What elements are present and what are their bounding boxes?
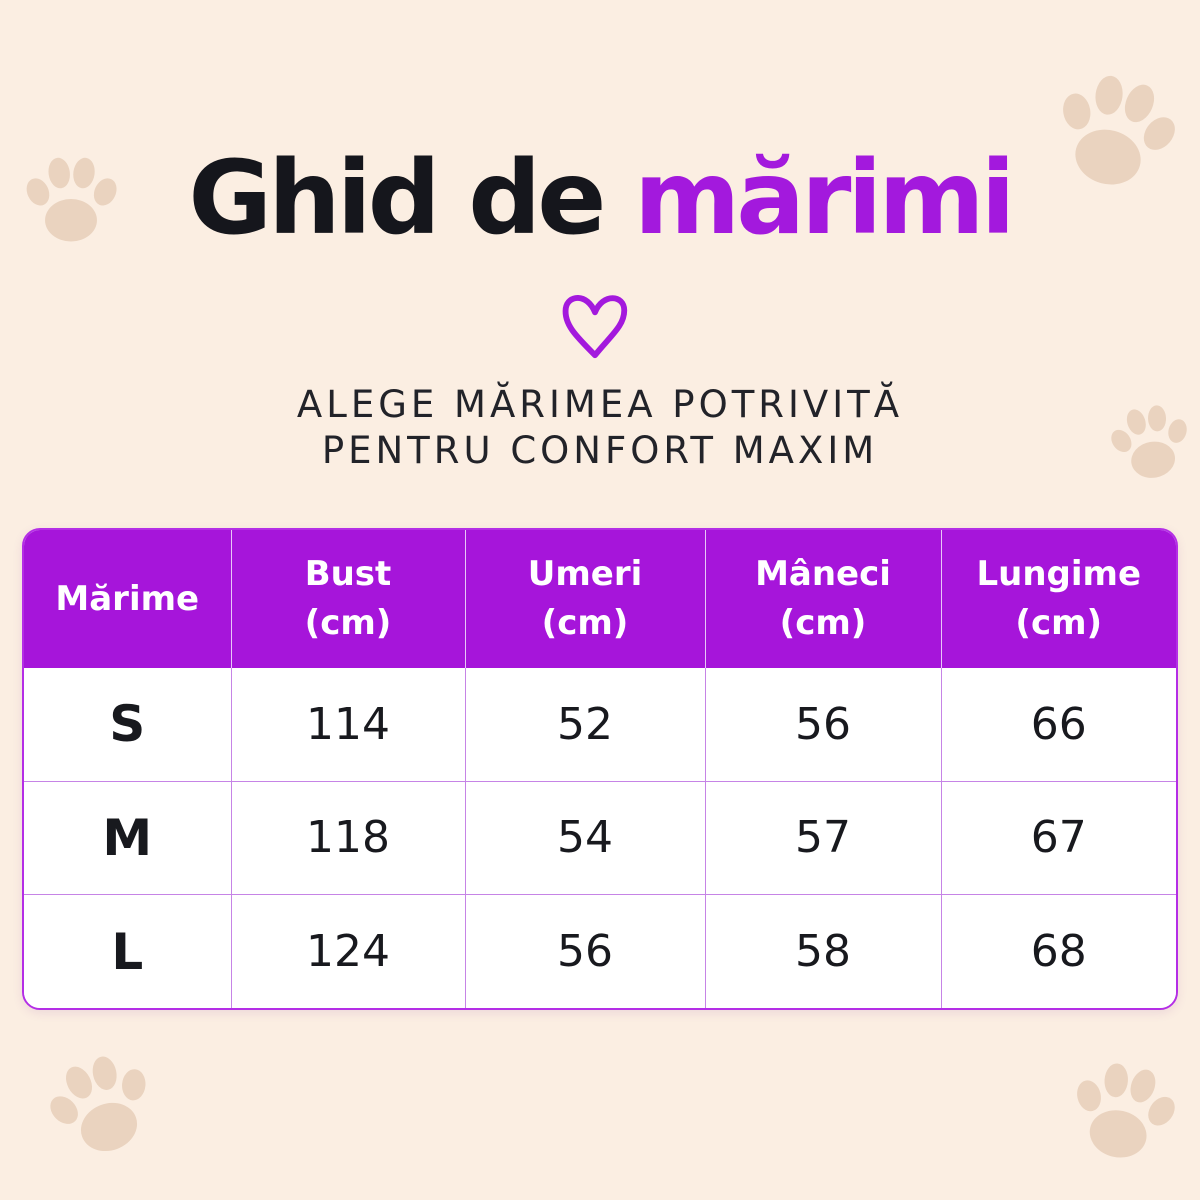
table-row: S 114 52 56 66 [24,668,1176,782]
page-title: Ghid de mărimi [0,148,1200,250]
title-part-accent: mărimi [633,139,1016,258]
sleeves-cell: 58 [704,894,941,1008]
header-sleeves: Mâneci (cm) [704,530,941,668]
size-cell: M [24,780,231,895]
header-bust: Bust (cm) [230,530,465,668]
length-cell: 68 [940,894,1176,1008]
table-row: M 118 54 57 67 [24,780,1176,895]
bust-cell: 124 [230,894,465,1008]
paw-print-icon [1058,1046,1188,1176]
subtitle-line-2: PENTRU CONFORT MAXIM [321,429,879,472]
table-row: L 124 56 58 68 [24,894,1176,1008]
shoulders-cell: 52 [464,668,705,782]
header-length: Lungime (cm) [940,530,1176,668]
header-shoulders: Umeri (cm) [464,530,705,668]
size-cell: L [24,894,231,1008]
sleeves-cell: 56 [704,668,941,782]
table-header-row: Mărime Bust (cm) Umeri (cm) Mâneci (cm) … [24,530,1176,668]
shoulders-cell: 56 [464,894,705,1008]
length-cell: 67 [940,780,1176,895]
bust-cell: 118 [230,780,465,895]
heart-icon [556,284,634,364]
sleeves-cell: 57 [704,780,941,895]
length-cell: 66 [940,668,1176,782]
size-cell: S [24,668,231,782]
subtitle-line-1: ALEGE MĂRIMEA POTRIVITĂ [296,383,904,426]
title-part-dark: Ghid de [188,139,606,258]
size-chart-table: Mărime Bust (cm) Umeri (cm) Mâneci (cm) … [22,528,1178,1010]
shoulders-cell: 54 [464,780,705,895]
paw-print-icon [1040,56,1190,206]
paw-print-icon [1100,392,1200,492]
paw-print-icon [36,1040,166,1170]
paw-print-icon [12,140,130,258]
header-size: Mărime [24,530,231,668]
bust-cell: 114 [230,668,465,782]
